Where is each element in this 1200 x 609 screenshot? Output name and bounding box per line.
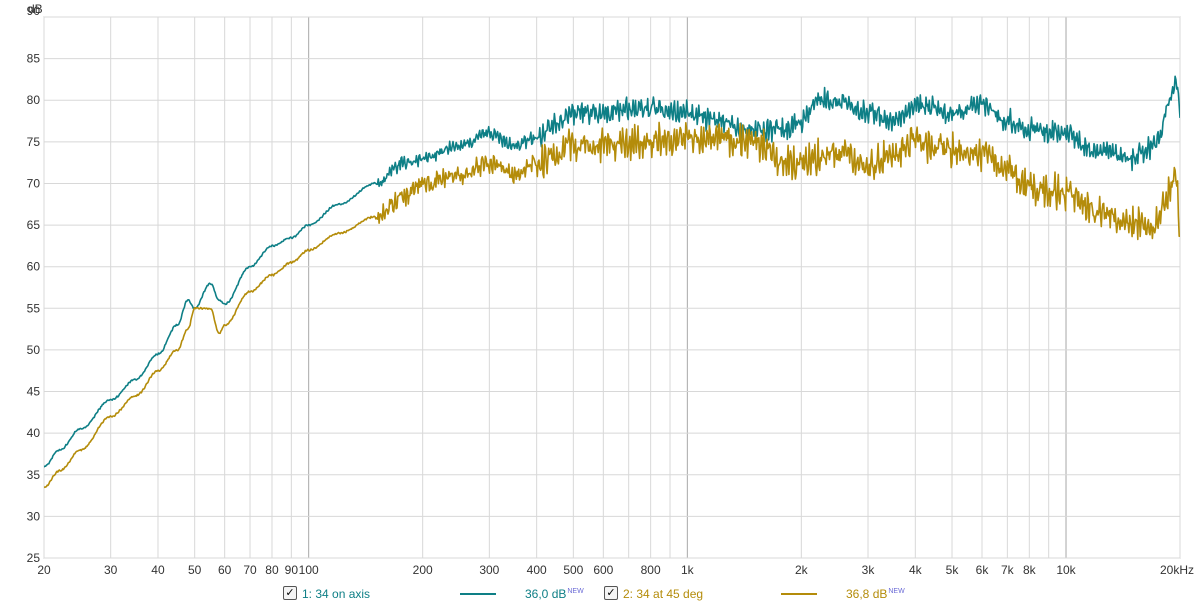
y-tick-label: 60 [27, 260, 41, 274]
x-tick-label: 600 [593, 563, 613, 577]
y-tick-label: 65 [27, 218, 41, 232]
y-tick-label: 45 [27, 385, 41, 399]
y-tick-label: 50 [27, 343, 41, 357]
x-tick-label: 60 [218, 563, 232, 577]
x-tick-label: 90 [285, 563, 299, 577]
x-tick-label: 20kHz [1160, 563, 1194, 577]
x-tick-label: 6k [976, 563, 990, 577]
series-1-line-swatch [460, 593, 496, 595]
x-tick-label: 800 [641, 563, 661, 577]
legend-entry-1[interactable]: ✓ 1: 34 on axis 36,0 dBNEW [283, 586, 603, 602]
series-1-level-value: 36,0 dB [525, 587, 567, 601]
y-tick-labels: 25 30 35 40 45 50 55 60 65 70 75 80 85 90 [27, 4, 41, 565]
plot-area [43, 16, 1181, 559]
y-tick-label: 90 [27, 4, 41, 18]
y-tick-label: 80 [27, 93, 41, 107]
series-1-name: 1: 34 on axis [302, 587, 371, 601]
series-2-name: 2: 34 at 45 deg [623, 587, 704, 601]
legend: ✓ 1: 34 on axis 36,0 dBNEW ✓ 2: 34 at 45… [0, 582, 1200, 606]
series-2-checkbox[interactable]: ✓ [604, 586, 618, 600]
y-tick-label: 40 [27, 426, 41, 440]
x-tick-label: 2k [795, 563, 809, 577]
series-2-line-swatch [781, 593, 817, 595]
x-tick-label: 300 [479, 563, 499, 577]
x-tick-label: 50 [188, 563, 202, 577]
x-tick-label: 3k [862, 563, 876, 577]
x-tick-label: 40 [151, 563, 165, 577]
y-tick-label: 25 [27, 551, 41, 565]
x-tick-label: 200 [413, 563, 433, 577]
grid-lines [43, 16, 1181, 559]
series-layer [44, 75, 1180, 489]
x-tick-label: 1k [681, 563, 695, 577]
x-tick-label: 400 [527, 563, 547, 577]
x-tick-label: 30 [104, 563, 118, 577]
legend-entry-2[interactable]: ✓ 2: 34 at 45 deg 36,8 dBNEW [604, 586, 924, 602]
x-tick-label: 5k [946, 563, 960, 577]
y-tick-label: 70 [27, 176, 41, 190]
x-tick-label: 8k [1023, 563, 1037, 577]
series-1-checkbox[interactable]: ✓ [283, 586, 297, 600]
y-tick-label: 55 [27, 301, 41, 315]
plot-svg: 25 30 35 40 45 50 55 60 65 70 75 80 85 90 20 30 40 50 60 7… [27, 2, 1194, 577]
frequency-response-plot: 25 30 35 40 45 50 55 60 65 70 75 80 85 90 20 30 40 50 60 7… [27, 2, 1194, 577]
x-tick-labels: 20 30 40 50 60 70 80 90 100 200 300 400 500 600 800 1k 2… [37, 563, 1194, 577]
y-tick-label: 85 [27, 52, 41, 66]
y-tick-label: 30 [27, 509, 41, 523]
series-line-2 [44, 121, 1180, 489]
series-2-level: 36,8 dBNEW [846, 587, 905, 601]
x-tick-label: 4k [909, 563, 923, 577]
y-tick-label: 35 [27, 468, 41, 482]
x-tick-label: 10k [1056, 563, 1076, 577]
x-tick-label: 20 [37, 563, 51, 577]
series-1-level: 36,0 dBNEW [525, 587, 584, 601]
x-tick-label: 100 [299, 563, 319, 577]
series-2-level-value: 36,8 dB [846, 587, 888, 601]
y-axis-label: dB [28, 2, 43, 16]
series-1-new-tag: NEW [567, 588, 584, 595]
x-tick-label: 70 [243, 563, 257, 577]
x-tick-label: 7k [1001, 563, 1015, 577]
x-tick-label: 500 [563, 563, 583, 577]
x-tick-label: 80 [265, 563, 279, 577]
series-line-1 [44, 75, 1180, 468]
series-2-new-tag: NEW [888, 588, 905, 595]
y-tick-label: 75 [27, 135, 41, 149]
